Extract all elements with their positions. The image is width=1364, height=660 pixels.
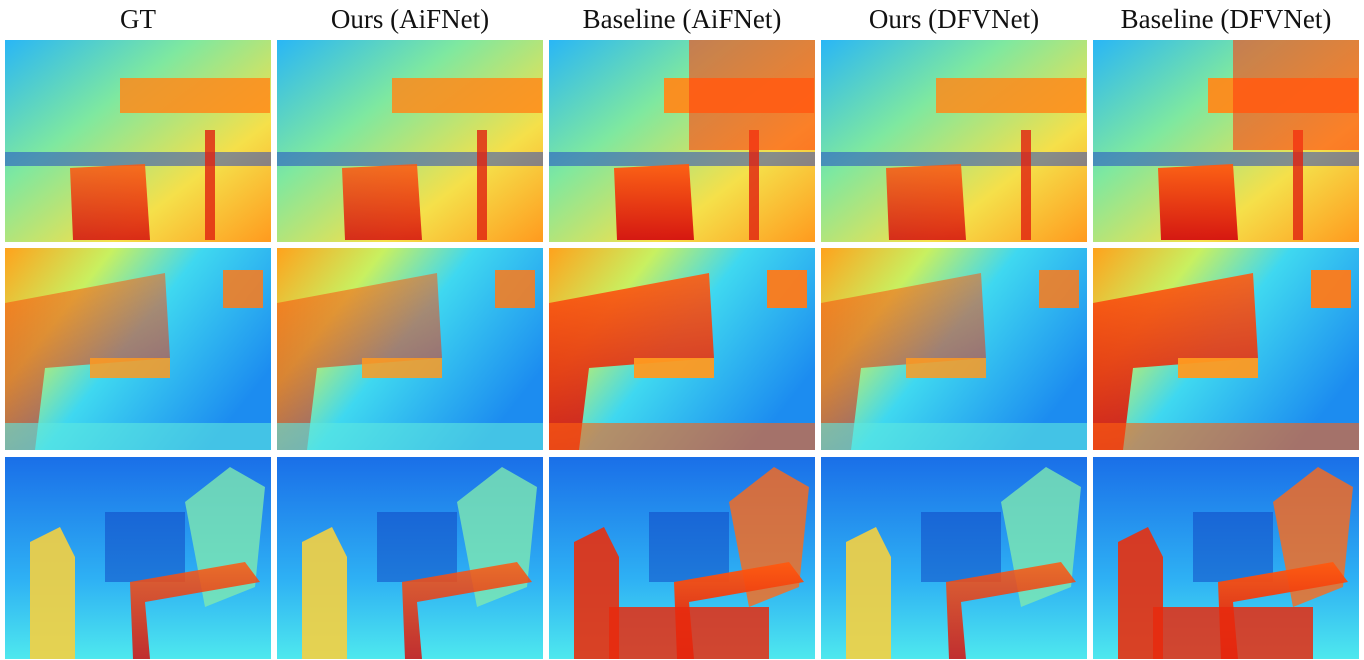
chair (342, 164, 422, 240)
shelf (821, 152, 1087, 166)
shelf-warm (1233, 40, 1359, 150)
column-header: Ours (DFVNet) (869, 4, 1039, 34)
floor (821, 423, 1087, 450)
column-header: Baseline (DFVNet) (1121, 4, 1332, 34)
shelf-warm (689, 40, 815, 150)
chair (1158, 164, 1238, 240)
floor (1153, 607, 1313, 659)
lamp (1021, 130, 1031, 240)
lamp (1039, 270, 1079, 308)
depth-map (821, 457, 1087, 659)
shelf (120, 78, 270, 113)
depth-map (277, 40, 543, 242)
left-object (302, 527, 347, 659)
shelf (392, 78, 542, 113)
depth-map (821, 248, 1087, 450)
lamp (1311, 270, 1351, 308)
depth-map (5, 40, 271, 242)
wall-window (105, 512, 185, 582)
floor (1093, 423, 1359, 450)
bench (634, 358, 714, 378)
depth-map (549, 40, 815, 242)
page: {"columns": ["GT", "Ours (AiFNet)", "Bas… (0, 0, 1364, 660)
lamp (477, 130, 487, 240)
depth-map (5, 457, 271, 659)
depth-map (549, 248, 815, 450)
depth-map (1093, 457, 1359, 659)
lamp (767, 270, 807, 308)
bench (90, 358, 170, 378)
chair (886, 164, 966, 240)
depth-map (1093, 40, 1359, 242)
lamp (495, 270, 535, 308)
bench (906, 358, 986, 378)
shelf (5, 152, 271, 166)
shelf (549, 152, 815, 166)
column-header: Baseline (AiFNet) (583, 4, 782, 34)
depth-map (277, 248, 543, 450)
depth-map (1093, 248, 1359, 450)
bench (362, 358, 442, 378)
floor (609, 607, 769, 659)
chair (70, 164, 150, 240)
floor (277, 423, 543, 450)
column-header: GT (120, 4, 156, 34)
floor (549, 423, 815, 450)
depth-map (277, 457, 543, 659)
wall-window (921, 512, 1001, 582)
wall-window (649, 512, 729, 582)
depth-map (549, 457, 815, 659)
shelf (936, 78, 1086, 113)
left-object (846, 527, 891, 659)
left-object (30, 527, 75, 659)
depth-map (5, 248, 271, 450)
chair (614, 164, 694, 240)
shelf (1093, 152, 1359, 166)
figure: GT Ours (AiFNet) Baseline (AiFNet) Ours (DF… (0, 0, 1364, 660)
wall-window (1193, 512, 1273, 582)
wall-window (377, 512, 457, 582)
floor (5, 423, 271, 450)
column-header: Ours (AiFNet) (331, 4, 489, 34)
depth-map (821, 40, 1087, 242)
bench (1178, 358, 1258, 378)
lamp (205, 130, 215, 240)
shelf (277, 152, 543, 166)
lamp (223, 270, 263, 308)
